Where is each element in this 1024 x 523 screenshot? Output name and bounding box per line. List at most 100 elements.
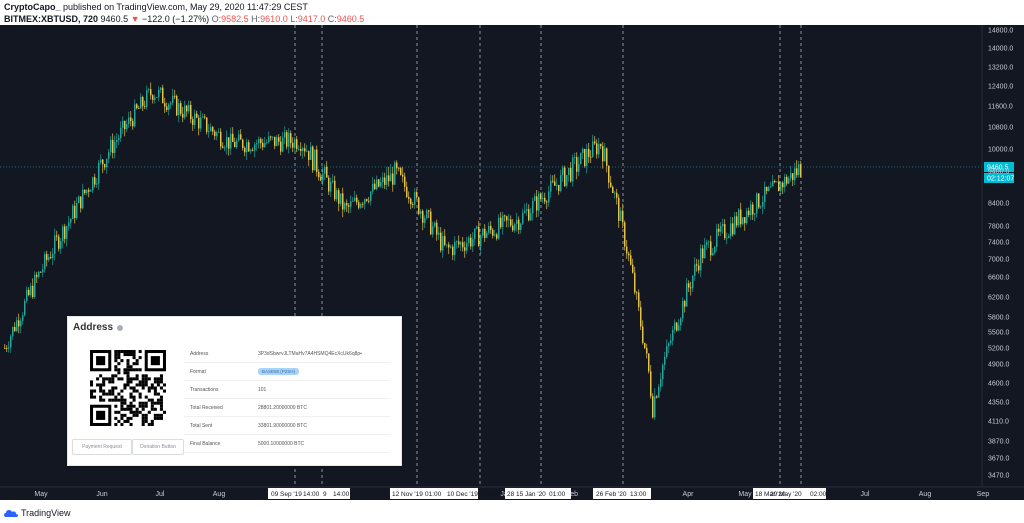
qr-module xyxy=(126,377,130,381)
qr-module xyxy=(132,377,136,381)
candle-body xyxy=(102,159,104,165)
format-badge: BASE58 (P2SH) xyxy=(258,368,300,375)
qr-module xyxy=(129,377,133,381)
date-marker-label: 01:00 xyxy=(425,491,442,498)
qr-module xyxy=(126,368,130,372)
candle-body xyxy=(54,235,56,254)
candle-body xyxy=(710,241,712,256)
current-price-tag xyxy=(984,162,1014,172)
candle-body xyxy=(126,124,128,130)
date-marker-label: 18 Mar '20 xyxy=(755,491,786,498)
candle-body xyxy=(362,203,364,205)
date-marker-label: 13:00 xyxy=(630,491,647,498)
qr-module xyxy=(99,374,103,378)
candle-body xyxy=(524,210,526,213)
candle-body xyxy=(68,222,70,227)
qr-module xyxy=(153,407,157,411)
qr-module xyxy=(99,389,103,393)
qr-module xyxy=(132,386,136,390)
date-marker-box xyxy=(812,488,826,499)
candle-body xyxy=(600,144,602,147)
qr-module xyxy=(114,350,118,354)
qr-module xyxy=(150,422,154,426)
candle-body xyxy=(354,197,356,201)
qr-module xyxy=(150,404,154,408)
candle-body xyxy=(650,371,652,397)
candle-body xyxy=(10,336,12,348)
qr-module xyxy=(120,401,124,405)
candle-body xyxy=(556,184,558,186)
qr-module xyxy=(96,383,100,387)
candle-body xyxy=(466,243,468,251)
qr-module xyxy=(129,365,133,369)
qr-module xyxy=(99,386,103,390)
detail-label: Transactions xyxy=(190,386,219,393)
qr-module xyxy=(141,383,145,387)
price-axis[interactable]: 14800.0 14000.0 13200.0 12400.0 11600.0 10800… xyxy=(984,28,1014,480)
time-tick-label: May xyxy=(738,491,752,498)
qr-module xyxy=(126,371,130,375)
candle-body xyxy=(410,198,412,205)
qr-module xyxy=(96,377,100,381)
candle-body xyxy=(630,255,632,265)
candle-body xyxy=(182,113,184,118)
qr-module xyxy=(135,389,139,393)
candle-body xyxy=(564,167,566,186)
candle-body xyxy=(394,162,396,185)
time-tick-label: Jul xyxy=(861,491,870,498)
transactions-value: 101 xyxy=(258,386,267,393)
candle-body xyxy=(488,225,490,233)
countdown-tag xyxy=(984,173,1014,183)
candle-body xyxy=(440,232,442,251)
qr-module xyxy=(114,422,118,426)
qr-module xyxy=(90,383,94,387)
qr-module xyxy=(156,383,160,387)
candle-body xyxy=(338,190,340,204)
symbol-label[interactable]: BITMEX:XBTUSD, 720 xyxy=(4,14,99,24)
candle-body xyxy=(344,203,346,210)
candle-body xyxy=(162,87,164,104)
candle-body xyxy=(20,320,22,327)
address-value[interactable]: 3P3dSbwrvJLTMaHv7A4HSMQ4EcXcUk6q8p xyxy=(258,350,361,357)
qr-module xyxy=(144,377,148,381)
tradingview-footer[interactable]: TradingView xyxy=(4,508,71,518)
qr-module xyxy=(138,395,142,399)
info-icon[interactable] xyxy=(117,324,124,331)
qr-module xyxy=(120,416,124,420)
candle-body xyxy=(392,173,394,185)
candle-body xyxy=(502,215,504,228)
ohlc-line: BITMEX:XBTUSD, 720 9460.5 ▼ −122.0 (−1.2… xyxy=(4,13,364,25)
qr-module xyxy=(117,353,121,357)
candle-body xyxy=(110,139,112,153)
qr-module xyxy=(141,416,145,420)
detail-label: Address xyxy=(190,350,209,357)
candle-body xyxy=(716,228,718,247)
donation-button[interactable]: Donation Button xyxy=(132,439,184,455)
qr-module xyxy=(126,362,130,366)
candle-body xyxy=(788,178,790,184)
candle-body xyxy=(646,347,648,354)
date-marker-labels: 09 Sep '19 14:00 9 14:00 12 Nov '19 01:00 10 D… xyxy=(268,488,827,499)
chart-header: CryptoCapo_ published on TradingView.com… xyxy=(4,1,364,25)
candle-body xyxy=(434,222,436,227)
qr-module xyxy=(117,410,121,414)
candle-body xyxy=(190,104,192,120)
copy-icon[interactable]: ▪ xyxy=(360,350,362,357)
candle-body xyxy=(70,218,72,223)
payment-request-button[interactable]: Payment Request xyxy=(72,439,132,455)
candle-body xyxy=(136,104,138,109)
candle-body xyxy=(534,196,536,201)
candle-body xyxy=(382,177,384,183)
qr-module xyxy=(102,383,106,387)
qr-module xyxy=(144,413,148,417)
author-name[interactable]: CryptoCapo_ xyxy=(4,2,61,12)
candle-body xyxy=(692,275,694,289)
qr-module xyxy=(132,389,136,393)
candle-body xyxy=(726,237,728,239)
qr-module xyxy=(108,392,112,396)
candle-body xyxy=(414,192,416,205)
qr-module xyxy=(117,362,121,366)
candle-body xyxy=(228,137,230,149)
candle-body xyxy=(400,168,402,175)
candle-body xyxy=(178,103,180,116)
